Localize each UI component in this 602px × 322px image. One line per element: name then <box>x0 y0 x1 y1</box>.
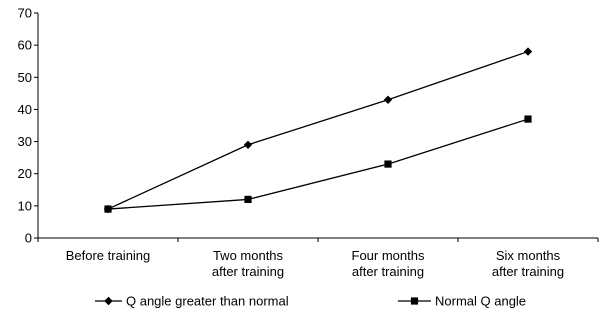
y-tick-label: 30 <box>18 134 32 149</box>
data-point <box>523 47 533 56</box>
x-tick-label-line: Two months <box>213 248 284 263</box>
y-tick-label: 60 <box>18 38 32 53</box>
x-tick-label: Six months after training <box>492 248 564 279</box>
legend-label: Normal Q angle <box>435 294 526 309</box>
legend-label: Q angle greater than normal <box>126 294 289 309</box>
x-tick-label-line: after training <box>352 264 424 279</box>
y-tick-label: 40 <box>18 102 32 117</box>
series-2 <box>104 115 532 213</box>
x-tick-label-line: Six months <box>496 248 561 263</box>
x-tick-label-line: after training <box>212 264 284 279</box>
data-point <box>244 195 252 204</box>
data-point <box>243 140 253 149</box>
y-tick-label: 0 <box>25 231 32 246</box>
data-point <box>524 115 532 123</box>
chart-axes <box>37 13 598 239</box>
y-tick-label: 20 <box>18 166 32 181</box>
legend-item: Normal Q angle <box>398 294 526 309</box>
series-layer <box>103 47 533 214</box>
data-point <box>383 95 393 104</box>
legend-marker <box>104 296 113 306</box>
y-axis-ticks: 0 10 20 30 40 50 60 70 <box>18 6 38 246</box>
data-point <box>384 160 392 168</box>
data-point <box>104 205 112 213</box>
series-line <box>107 118 529 210</box>
y-tick-label: 10 <box>18 198 32 213</box>
y-tick-label: 50 <box>18 70 32 85</box>
x-tick-label-line: Four months <box>352 248 425 263</box>
legend: Q angle greater than normal Normal Q angl… <box>95 294 526 309</box>
legend-item: Q angle greater than normal <box>95 294 289 309</box>
x-tick-label-line: after training <box>492 264 564 279</box>
y-tick-label: 70 <box>18 6 32 21</box>
x-tick-label: Two months after training <box>212 248 284 279</box>
x-axis-ticks: Before training Two months after trainingF… <box>37 238 599 279</box>
legend-marker <box>410 297 419 305</box>
series-line <box>107 50 529 210</box>
series-1 <box>103 47 533 214</box>
x-tick-label: Four months after training <box>352 248 425 279</box>
x-tick-label-line: Before training <box>66 248 151 263</box>
x-tick-label: Before training <box>66 248 151 263</box>
